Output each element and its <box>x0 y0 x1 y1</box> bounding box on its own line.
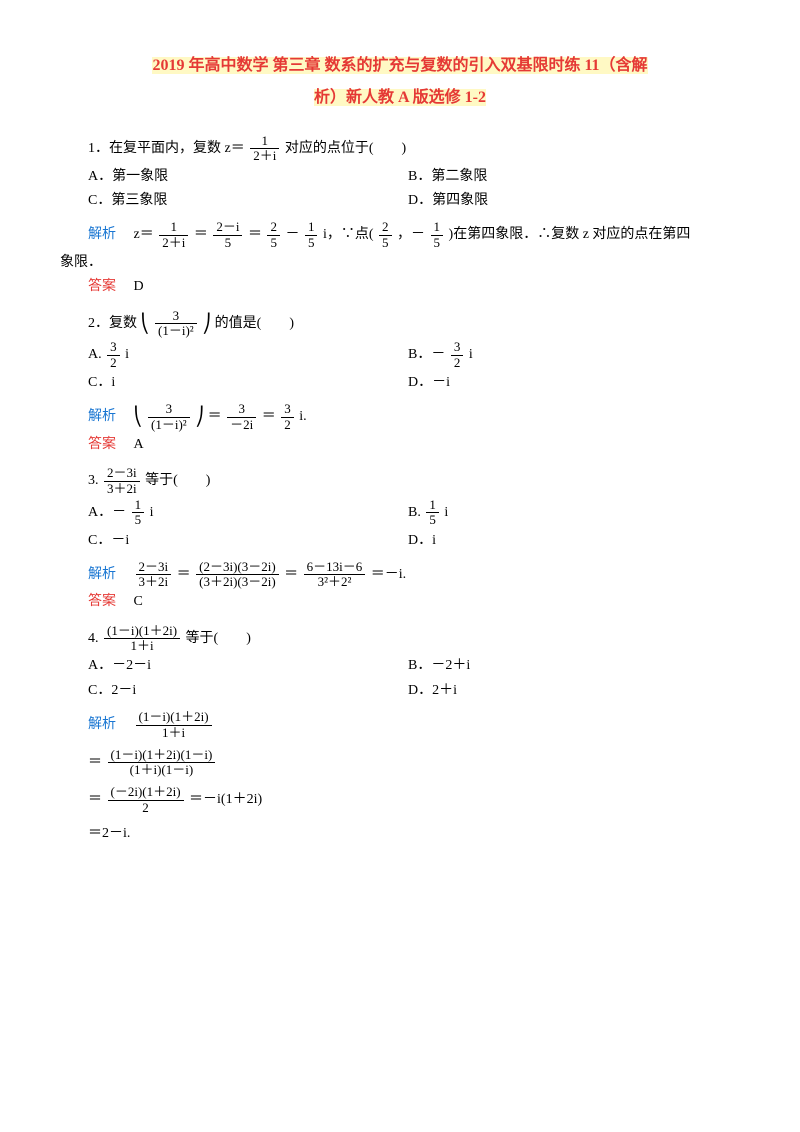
q1-pre: 1．在复平面内，复数 z＝ <box>88 141 245 156</box>
q4-C: C．2－i <box>88 680 408 702</box>
q1-D: D．第四象限 <box>408 190 688 212</box>
q1-B: B．第二象限 <box>408 166 688 188</box>
q4-explain-l1: 解析 (1－i)(1＋2i)1＋i <box>88 710 740 740</box>
q1-opts-row2: C．第三象限 D．第四象限 <box>88 190 740 212</box>
q3-D: D．i <box>408 530 688 552</box>
q1-opts-row1: A．第一象限 B．第二象限 <box>88 166 740 188</box>
q4-opts-row2: C．2－i D．2＋i <box>88 680 740 702</box>
q2-D: D．－i <box>408 372 688 394</box>
title-line2: 析）新人教 A 版选修 1-2 <box>314 89 486 106</box>
q4-explain-l4: ＝2－i. <box>88 823 740 845</box>
q4-opts-row1: A．－2－i B．－2＋i <box>88 655 740 677</box>
q1-explain: 解析 z＝ 12＋i ＝ 2－i5 ＝ 25 － 15 i，∵点( 25 ，－ … <box>88 220 740 250</box>
q4-stem: 4. (1－i)(1＋2i)1＋i 等于( ) <box>88 624 740 654</box>
q1-A: A．第一象限 <box>88 166 408 188</box>
q2-explain: 解析 ⎝ 3(1－i)² ⎠ ＝ 3－2i ＝ 32 i. <box>88 402 740 432</box>
q3-stem: 3. 2－3i3＋2i 等于( ) <box>88 466 740 496</box>
q3-opts-row2: C．－i D．i <box>88 530 740 552</box>
q4-B: B．－2＋i <box>408 655 688 677</box>
q4-explain-l3: ＝ (－2i)(1＋2i)2 ＝－i(1＋2i) <box>88 785 740 815</box>
q1-post: 对应的点位于( ) <box>285 141 406 156</box>
q3-A: A．－ 15 i <box>88 498 408 528</box>
q3-explain: 解析 2－3i3＋2i ＝ (2－3i)(3－2i)(3＋2i)(3－2i) ＝… <box>88 560 740 590</box>
q2-B: B．－ 32 i <box>408 340 688 370</box>
q3-B: B. 15 i <box>408 498 688 528</box>
q1-frac: 1 2＋i <box>250 134 279 164</box>
q4-D: D．2＋i <box>408 680 688 702</box>
q4-A: A．－2－i <box>88 655 408 677</box>
q2-opts-row1: A. 32 i B．－ 32 i <box>88 340 740 370</box>
q2-opts-row2: C．i D．－i <box>88 372 740 394</box>
q2-answer: 答案 A <box>88 434 740 456</box>
q2-A: A. 32 i <box>88 340 408 370</box>
q1-answer: 答案 D <box>88 276 740 298</box>
answer-label: 答案 <box>88 279 116 294</box>
q1-stem: 1．在复平面内，复数 z＝ 1 2＋i 对应的点位于( ) <box>88 134 740 164</box>
title-line1: 2019 年高中数学 第三章 数系的扩充与复数的引入双基限时练 11（含解 <box>152 57 647 74</box>
q2-C: C．i <box>88 372 408 394</box>
q2-stem: 2．复数 ⎝ 3(1－i)² ⎠ 的值是( ) <box>88 309 740 339</box>
q3-C: C．－i <box>88 530 408 552</box>
q3-opts-row1: A．－ 15 i B. 15 i <box>88 498 740 528</box>
q1-explain-tail: 象限． <box>60 252 740 274</box>
q1-C: C．第三象限 <box>88 190 408 212</box>
page-title: 2019 年高中数学 第三章 数系的扩充与复数的引入双基限时练 11（含解 析）… <box>60 50 740 114</box>
q4-explain-l2: ＝ (1－i)(1＋2i)(1－i)(1＋i)(1－i) <box>88 748 740 778</box>
explain-label: 解析 <box>88 227 116 242</box>
q3-answer: 答案 C <box>88 591 740 613</box>
